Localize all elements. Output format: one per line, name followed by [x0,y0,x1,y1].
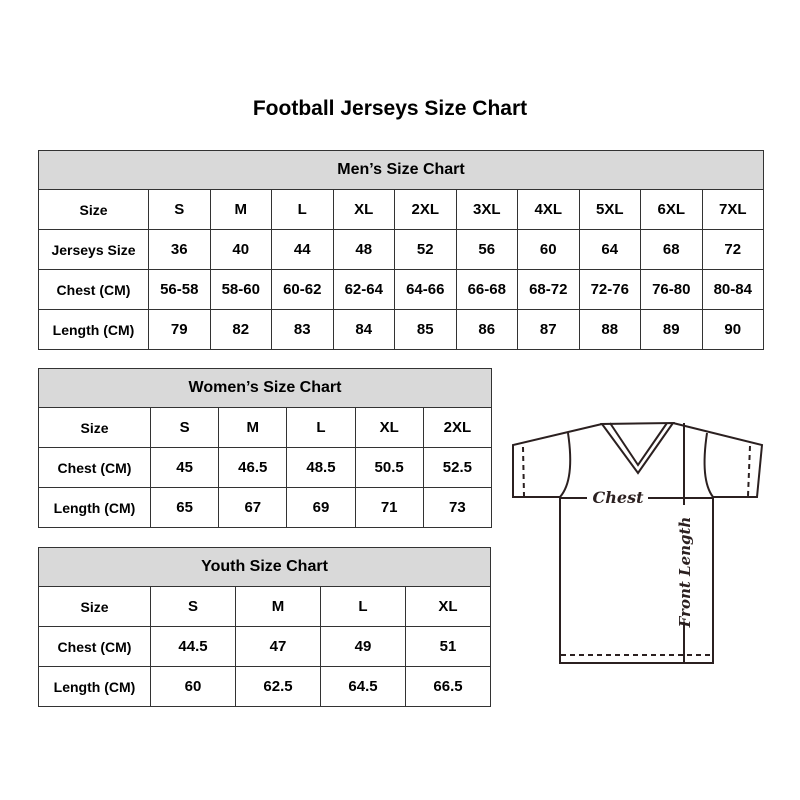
front-length-label: Front Length [676,517,694,629]
table-cell: 66.5 [405,666,491,707]
table-row: Jerseys Size 36 40 44 48 52 56 60 64 68 72 [38,229,764,270]
row-label: Chest (CM) [38,447,151,488]
mens-size-table: Men’s Size Chart Size S M L XL 2XL 3XL 4XL 5XL 6XL… [38,150,764,350]
jersey-outline [512,421,764,664]
table-cell: 47 [235,626,321,667]
row-label: Chest (CM) [38,626,151,667]
table-cell: 6XL [640,189,703,230]
row-label: Size [38,189,149,230]
table-cell: 71 [354,487,424,528]
table-cell: 2XL [422,407,493,448]
table-cell: 60 [150,666,236,707]
stitch-lines [522,445,751,656]
row-label: Length (CM) [38,487,151,528]
table-cell: S [149,407,220,448]
table-cell: 62-64 [332,269,395,310]
table-cell: M [235,586,321,627]
table-cell: 66-68 [455,269,518,310]
table-cell: 79 [148,309,211,350]
table-cell: 73 [422,487,493,528]
chest-label: Chest [593,488,645,507]
row-label: Size [38,586,151,627]
table-cell: 68-72 [517,269,580,310]
table-cell: 82 [209,309,272,350]
table-cell: 72-76 [578,269,641,310]
table-cell: 62.5 [235,666,321,707]
table-cell: 60 [517,229,580,270]
table-cell: M [218,407,288,448]
table-cell: 48.5 [286,447,356,488]
youth-table-caption: Youth Size Chart [38,547,491,587]
table-cell: 49 [320,626,406,667]
table-row: Size S M L XL [38,586,491,627]
table-row: Length (CM) 79 82 83 84 85 86 87 88 89 90 [38,309,764,350]
table-cell: L [320,586,406,627]
row-label: Jerseys Size [38,229,149,270]
table-cell: 69 [286,487,356,528]
womens-size-table: Women’s Size Chart Size S M L XL 2XL Chest (CM)… [38,368,493,528]
table-cell: 45 [149,447,220,488]
table-row: Length (CM) 65 67 69 71 73 [38,487,493,528]
table-cell: 65 [149,487,220,528]
table-cell: L [271,189,334,230]
row-label: Length (CM) [38,309,149,350]
page-title: Football Jerseys Size Chart [252,97,528,120]
youth-size-table: Youth Size Chart Size S M L XL Chest (CM) 44.5 4… [38,547,491,707]
table-cell: 76-80 [640,269,703,310]
table-cell: 64.5 [320,666,406,707]
table-row: Chest (CM) 45 46.5 48.5 50.5 52.5 [38,447,493,488]
table-cell: 85 [394,309,457,350]
table-cell: 52.5 [422,447,493,488]
row-label: Size [38,407,151,448]
table-cell: 90 [701,309,764,350]
table-cell: 86 [455,309,518,350]
table-cell: S [150,586,236,627]
table-cell: 80-84 [701,269,764,310]
table-cell: XL [354,407,424,448]
table-cell: 50.5 [354,447,424,488]
table-cell: 84 [332,309,395,350]
table-row: Chest (CM) 44.5 47 49 51 [38,626,491,667]
table-row: Size S M L XL 2XL 3XL 4XL 5XL 6XL 7XL [38,189,764,230]
table-cell: 88 [578,309,641,350]
table-cell: 5XL [578,189,641,230]
women-table-caption: Women’s Size Chart [38,368,492,408]
table-cell: 56-58 [148,269,211,310]
table-cell: 67 [218,487,288,528]
table-cell: 87 [517,309,580,350]
table-cell: 48 [332,229,395,270]
table-cell: 68 [640,229,703,270]
table-row: Length (CM) 60 62.5 64.5 66.5 [38,666,491,707]
table-cell: XL [405,586,491,627]
table-cell: L [286,407,356,448]
table-cell: 36 [148,229,211,270]
table-cell: 51 [405,626,491,667]
table-cell: 40 [209,229,272,270]
table-row: Size S M L XL 2XL [38,407,493,448]
table-cell: 44 [271,229,334,270]
table-cell: XL [332,189,395,230]
table-cell: 44.5 [150,626,236,667]
table-cell: 7XL [701,189,764,230]
men-table-caption: Men’s Size Chart [38,150,764,190]
table-cell: 60-62 [271,269,334,310]
